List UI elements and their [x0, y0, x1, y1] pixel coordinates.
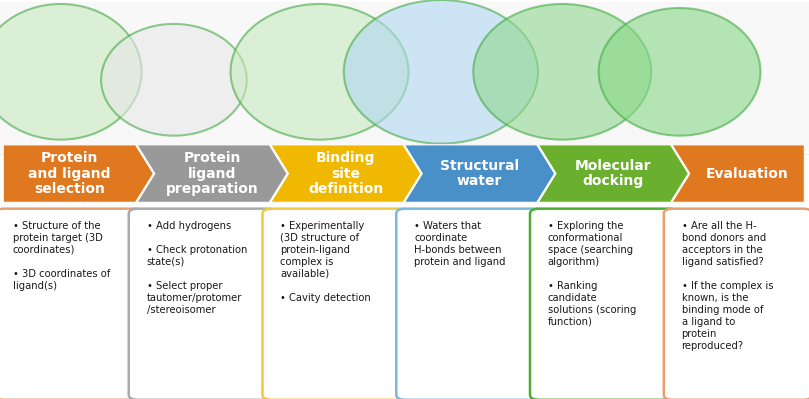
Text: • Experimentally
(3D structure of
protein-ligand
complex is
available)

• Cavity: • Experimentally (3D structure of protei… — [280, 221, 371, 303]
FancyBboxPatch shape — [262, 209, 411, 399]
Polygon shape — [137, 145, 287, 202]
FancyBboxPatch shape — [0, 2, 809, 152]
Text: • Exploring the
conformational
space (searching
algorithm)

• Ranking
candidate
: • Exploring the conformational space (se… — [548, 221, 636, 327]
Text: • Waters that
coordinate
H-bonds between
protein and ligand: • Waters that coordinate H-bonds between… — [414, 221, 506, 267]
Ellipse shape — [0, 4, 142, 140]
Text: Evaluation: Evaluation — [705, 166, 789, 181]
Text: • Structure of the
protein target (3D
coordinates)

• 3D coordinates of
ligand(s: • Structure of the protein target (3D co… — [13, 221, 110, 290]
Text: Protein
ligand
preparation: Protein ligand preparation — [166, 151, 258, 196]
Text: • Add hydrogens

• Check protonation
state(s)

• Select proper
tautomer/protomer: • Add hydrogens • Check protonation stat… — [146, 221, 247, 315]
Text: • Are all the H-
bond donors and
acceptors in the
ligand satisfied?

• If the co: • Are all the H- bond donors and accepto… — [681, 221, 773, 351]
Text: Binding
site
definition: Binding site definition — [308, 151, 383, 196]
Text: Molecular
docking: Molecular docking — [575, 159, 651, 188]
Ellipse shape — [599, 8, 760, 136]
Ellipse shape — [101, 24, 247, 136]
FancyBboxPatch shape — [396, 209, 544, 399]
Ellipse shape — [344, 0, 538, 144]
Polygon shape — [672, 145, 804, 202]
Polygon shape — [271, 145, 421, 202]
Polygon shape — [404, 145, 555, 202]
FancyBboxPatch shape — [663, 209, 809, 399]
Polygon shape — [538, 145, 688, 202]
Ellipse shape — [473, 4, 651, 140]
Ellipse shape — [231, 4, 409, 140]
FancyBboxPatch shape — [0, 209, 143, 399]
FancyBboxPatch shape — [129, 209, 277, 399]
Text: Structural
water: Structural water — [440, 159, 519, 188]
Text: Protein
and ligand
selection: Protein and ligand selection — [28, 151, 111, 196]
FancyBboxPatch shape — [530, 209, 678, 399]
Polygon shape — [3, 145, 154, 202]
